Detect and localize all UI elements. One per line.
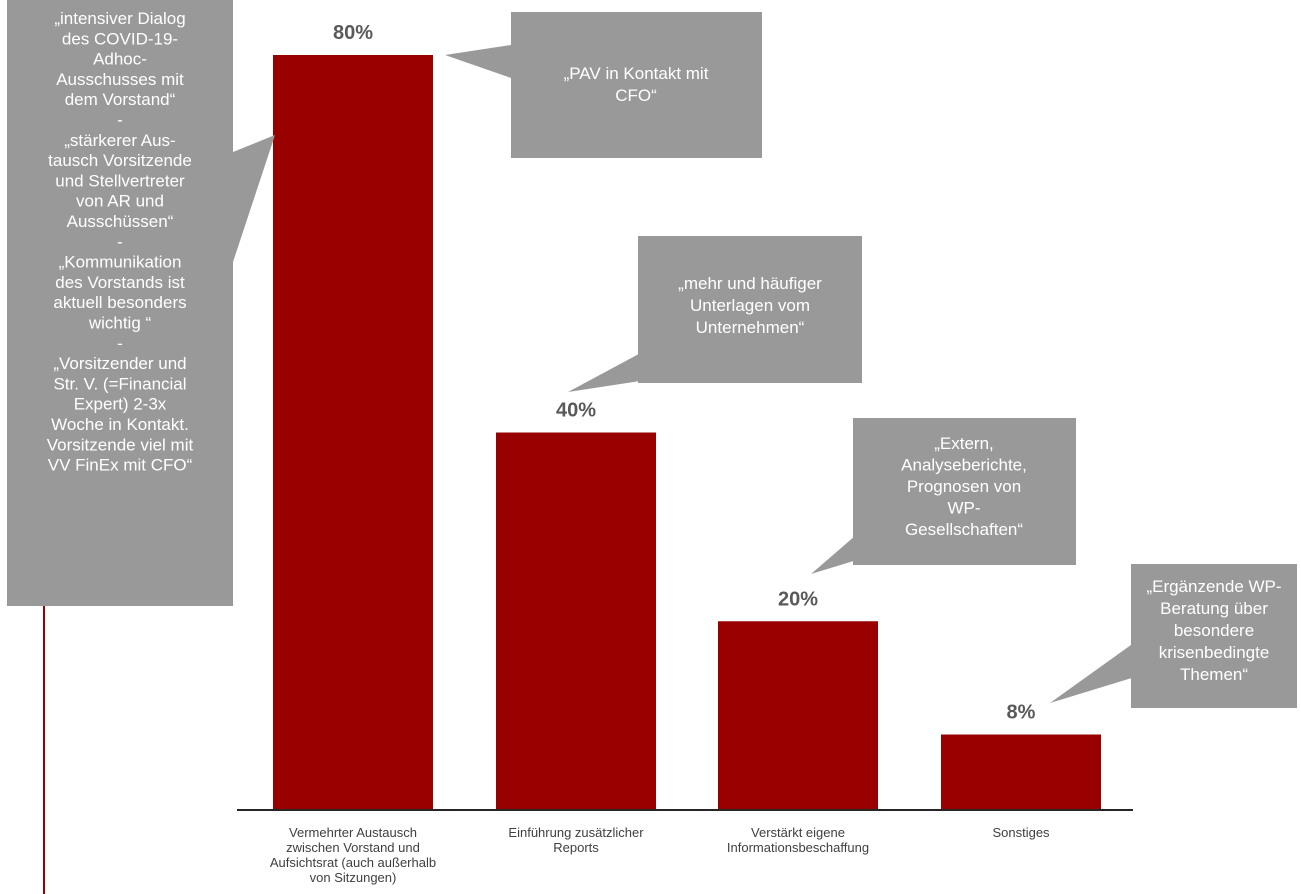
annotation-line: Woche in Kontakt. — [51, 415, 189, 434]
annotation-line: VV FinEx mit CFO“ — [48, 456, 193, 475]
data-label: 20% — [778, 588, 818, 610]
annotation-line: Ausschusses mit — [56, 70, 184, 89]
annotation-line: Vorsitzende viel mit — [47, 435, 194, 454]
callout-bubble: „Extern, Analyseberichte, Prognosen von WP-… — [811, 418, 1076, 574]
bar — [496, 432, 656, 810]
annotation-line: „Extern, — [934, 434, 994, 453]
tick-label-line: Verstärkt eigene — [751, 825, 845, 840]
tick-label: Vermehrter Austausch zwischen Vorstand un… — [270, 825, 436, 885]
callout-box — [511, 12, 762, 158]
callout-box — [853, 418, 1076, 565]
annotation-line: Str. V. (=Financial — [53, 374, 186, 393]
annotation-line: Themen“ — [1180, 665, 1248, 684]
bar — [273, 55, 433, 810]
annotation-line: Expert) 2-3x — [74, 395, 167, 414]
annotation-text: „Ergänzende WP- Beratung über besondere kri… — [1146, 577, 1281, 684]
annotation-line: dem Vorstand“ — [65, 90, 176, 109]
callout-bubble: „PAV in Kontakt mit CFO“ — [445, 12, 762, 158]
annotation-text: „intensiver Dialog des COVID-19-Adhoc-Aus… — [47, 9, 194, 475]
tick-label-line: Vermehrter Austausch — [289, 825, 417, 840]
tick-label: Sonstiges — [992, 825, 1050, 840]
annotation-line: Analyseberichte, — [901, 456, 1027, 475]
annotation-line: - — [117, 334, 123, 353]
annotation-line: WP- — [947, 499, 980, 518]
annotation-line: aktuell besonders — [53, 293, 186, 312]
annotation-line: wichtig “ — [88, 314, 152, 333]
tick-label-line: Sonstiges — [992, 825, 1050, 840]
annotation-line: „Ergänzende WP- — [1146, 577, 1281, 596]
annotation-line: „stärkerer Aus- — [64, 131, 175, 150]
data-label: 40% — [556, 400, 596, 422]
annotation-line: besondere — [1174, 621, 1254, 640]
callout-box — [1131, 564, 1297, 708]
annotation-text: „mehr und häufiger Unterlagen vom Unterneh… — [678, 274, 822, 337]
callout-bubble: „mehr und häufiger Unterlagen vom Unterneh… — [568, 236, 862, 392]
annotation-text: „PAV in Kontakt mit CFO“ — [564, 64, 709, 105]
tick-label-line: Informationsbeschaffung — [727, 840, 869, 855]
tick-label-line: Reports — [553, 840, 599, 855]
annotation-line: „Vorsitzender und — [53, 354, 186, 373]
annotation-line: - — [117, 232, 123, 251]
annotation-line: tausch Vorsitzende — [48, 151, 192, 170]
annotation-line: Ausschüssen“ — [67, 212, 174, 231]
data-label: 8% — [1007, 702, 1036, 724]
annotation-line: krisenbedingte — [1159, 643, 1270, 662]
tick-label-line: Einführung zusätzlicher — [508, 825, 644, 840]
tick-label: Einführung zusätzlicher Reports — [508, 825, 644, 855]
callout-tail — [1050, 632, 1149, 703]
annotation-line: „PAV in Kontakt mit — [564, 64, 709, 83]
callout-bubble: „intensiver Dialog des COVID-19-Adhoc-Aus… — [7, 0, 275, 606]
annotation-line: Prognosen von — [907, 477, 1021, 496]
tick-label-line: von Sitzungen) — [310, 870, 397, 885]
annotation-line: Adhoc- — [93, 50, 147, 69]
tick-label-line: zwischen Vorstand und — [286, 840, 420, 855]
bar — [718, 621, 878, 810]
callout-tail — [233, 135, 275, 262]
annotation-line: Beratung über — [1160, 599, 1268, 618]
annotation-line: „intensiver Dialog — [54, 9, 185, 28]
annotation-line: „mehr und häufiger — [678, 274, 822, 293]
annotation-line: Unterlagen vom — [690, 296, 810, 315]
data-label: 80% — [333, 22, 373, 44]
tick-label-line: Aufsichtsrat (auch außerhalb — [270, 855, 436, 870]
callout-tail — [445, 45, 511, 78]
annotation-line: des Vorstands ist — [55, 273, 185, 292]
annotation-line: „Kommunikation — [59, 253, 182, 272]
callout-bubble: „Ergänzende WP- Beratung über besondere kri… — [1050, 564, 1297, 708]
tick-label: Verstärkt eigene Informationsbeschaffung — [727, 825, 869, 855]
annotation-line: CFO“ — [615, 86, 657, 105]
callout-box — [638, 236, 862, 383]
bar — [941, 734, 1101, 810]
annotation-line: und Stellvertreter — [55, 171, 185, 190]
annotation-line: Gesellschaften“ — [905, 520, 1023, 539]
annotation-line: - — [117, 111, 123, 130]
annotation-line: Unternehmen“ — [696, 318, 805, 337]
callout-box — [7, 0, 233, 606]
annotation-line: des COVID-19- — [62, 29, 178, 48]
annotation-line: von AR und — [76, 192, 164, 211]
annotation-text: „Extern, Analyseberichte, Prognosen von WP-… — [901, 434, 1027, 539]
